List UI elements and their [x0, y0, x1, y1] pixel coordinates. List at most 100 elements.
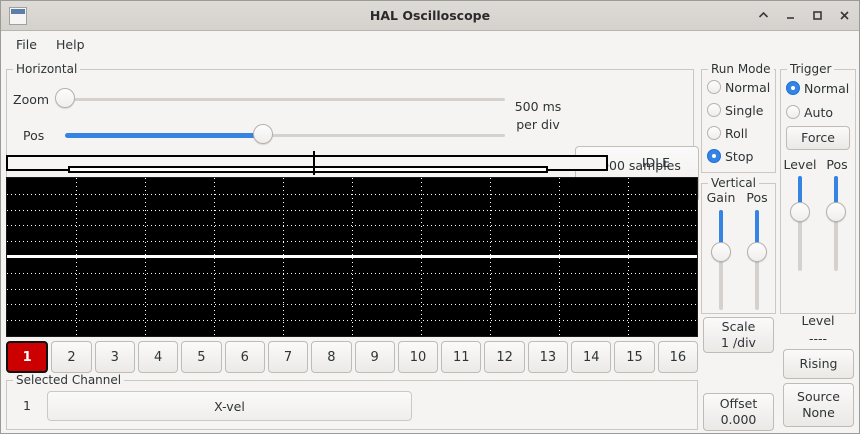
trigger-radio-normal-icon[interactable] — [786, 81, 800, 95]
vgain-fill — [719, 210, 723, 252]
vpos-thumb[interactable] — [747, 242, 767, 262]
trigger-source-title: Source — [797, 389, 840, 404]
trigger-radio-auto-icon[interactable] — [786, 105, 800, 119]
tpos-fill — [834, 176, 838, 213]
tlevel-thumb[interactable] — [790, 202, 810, 223]
tpos-track[interactable] — [834, 176, 838, 271]
selected-channel-signal-button[interactable]: X-vel — [47, 391, 412, 421]
run-mode-option-roll[interactable]: Roll — [707, 123, 748, 143]
channel-button-2[interactable]: 2 — [51, 341, 92, 373]
horizontal-legend: Horizontal — [13, 62, 81, 76]
minimize-button[interactable] — [782, 7, 799, 24]
channel-button-8[interactable]: 8 — [311, 341, 352, 373]
offset-title: Offset — [719, 396, 758, 411]
trigger-level-slider[interactable] — [790, 176, 810, 271]
vertical-gain-slider[interactable] — [711, 210, 731, 310]
offset-bar-center-marker — [313, 151, 315, 175]
trigger-source-value: None — [802, 405, 835, 420]
scope-trace-channel-1 — [7, 255, 697, 258]
trigger-edge-button[interactable]: Rising — [783, 349, 854, 379]
channel-button-label: 5 — [197, 349, 206, 365]
zoom-slider[interactable] — [55, 88, 505, 110]
channel-button-9[interactable]: 9 — [354, 341, 395, 373]
scope-hgridline — [7, 210, 697, 211]
hpos-slider-track[interactable] — [65, 134, 505, 137]
radio-roll-icon[interactable] — [707, 126, 721, 140]
channel-button-4[interactable]: 4 — [137, 341, 179, 373]
run-mode-normal-label: Normal — [725, 79, 771, 95]
vertical-offset-button[interactable]: Offset 0.000 — [703, 393, 774, 431]
trigger-source-button[interactable]: Source None — [783, 383, 854, 427]
trigger-edge-label: Rising — [799, 356, 838, 371]
channel-button-label: 7 — [283, 349, 293, 365]
channel-button-1[interactable]: 1 — [6, 341, 49, 373]
force-label: Force — [801, 130, 835, 145]
vpos-fill — [755, 210, 759, 252]
channel-button-5[interactable]: 5 — [181, 341, 222, 373]
vertical-pos-slider[interactable] — [747, 210, 767, 310]
channel-button-label: 2 — [67, 349, 76, 365]
offset-bar-inner[interactable] — [68, 166, 548, 173]
offset-value: 0.000 — [720, 412, 757, 427]
run-mode-group: Run Mode Normal Single Roll Stop — [701, 62, 776, 173]
trigger-pos-slider[interactable] — [826, 176, 846, 271]
time-per-div-value: 500 ms — [514, 99, 562, 114]
vertical-scale-button[interactable]: Scale 1 /div — [703, 317, 774, 353]
tlevel-fill — [798, 176, 802, 213]
zoom-label: Zoom — [13, 92, 50, 107]
tlevel-track[interactable] — [798, 176, 802, 271]
run-mode-single-label: Single — [725, 102, 764, 118]
channel-button-label: 4 — [153, 349, 163, 365]
scale-value: 1 /div — [721, 335, 756, 350]
horizontal-offset-bar[interactable]: IDLE — [6, 151, 694, 175]
channel-button-15[interactable]: 15 — [614, 341, 655, 373]
shade-button[interactable] — [755, 7, 772, 24]
trigger-option-auto[interactable]: Auto — [786, 102, 833, 122]
trigger-option-normal[interactable]: Normal — [786, 78, 849, 98]
channel-button-row: 1 2 3 4 5 6 7 8 9 10 11 12 13 14 15 16 — [6, 341, 698, 375]
window-icon — [9, 7, 27, 25]
channel-button-7[interactable]: 7 — [267, 341, 309, 373]
scope-hgridline — [7, 273, 697, 274]
zoom-slider-track[interactable] — [65, 98, 505, 101]
run-status-text: IDLE — [641, 155, 671, 170]
channel-button-label: 10 — [409, 349, 427, 365]
radio-normal-icon[interactable] — [707, 80, 721, 94]
channel-button-label: 13 — [539, 349, 557, 365]
channel-button-11[interactable]: 11 — [441, 341, 482, 373]
channel-button-14[interactable]: 14 — [571, 341, 612, 373]
hpos-slider-thumb[interactable] — [253, 124, 273, 144]
close-button[interactable] — [836, 7, 853, 24]
channel-button-16[interactable]: 16 — [657, 341, 698, 373]
run-mode-option-stop[interactable]: Stop — [707, 146, 753, 166]
channel-button-label: 6 — [240, 349, 249, 365]
zoom-slider-thumb[interactable] — [55, 88, 75, 108]
trigger-normal-label: Normal — [804, 80, 850, 96]
scope-display[interactable] — [6, 177, 698, 337]
horizontal-group: Horizontal Zoom Pos 500 ms per div 4000 … — [6, 62, 699, 202]
channel-button-10[interactable]: 10 — [397, 341, 439, 373]
channel-button-label: 14 — [582, 349, 600, 365]
vertical-pos-label: Pos — [746, 190, 768, 205]
selected-channel-number: 1 — [23, 398, 31, 413]
channel-button-6[interactable]: 6 — [224, 341, 265, 373]
offset-bar-outer[interactable] — [6, 155, 608, 173]
channel-button-12[interactable]: 12 — [484, 341, 525, 373]
trigger-force-button[interactable]: Force — [786, 126, 850, 150]
maximize-button[interactable] — [809, 7, 826, 24]
trigger-level-value: ---- — [808, 331, 828, 346]
selected-channel-legend: Selected Channel — [13, 373, 125, 387]
horizontal-pos-slider[interactable] — [65, 124, 505, 146]
menu-file[interactable]: File — [16, 37, 37, 52]
tpos-thumb[interactable] — [826, 202, 846, 223]
channel-button-3[interactable]: 3 — [94, 341, 135, 373]
channel-button-label: 8 — [327, 349, 336, 365]
run-mode-option-single[interactable]: Single — [707, 100, 763, 120]
vgain-thumb[interactable] — [711, 242, 731, 262]
radio-single-icon[interactable] — [707, 103, 721, 117]
radio-stop-icon[interactable] — [707, 149, 721, 163]
channel-button-13[interactable]: 13 — [527, 341, 569, 373]
menu-help[interactable]: Help — [56, 37, 85, 52]
run-mode-option-normal[interactable]: Normal — [707, 77, 770, 97]
run-mode-legend: Run Mode — [708, 62, 774, 76]
